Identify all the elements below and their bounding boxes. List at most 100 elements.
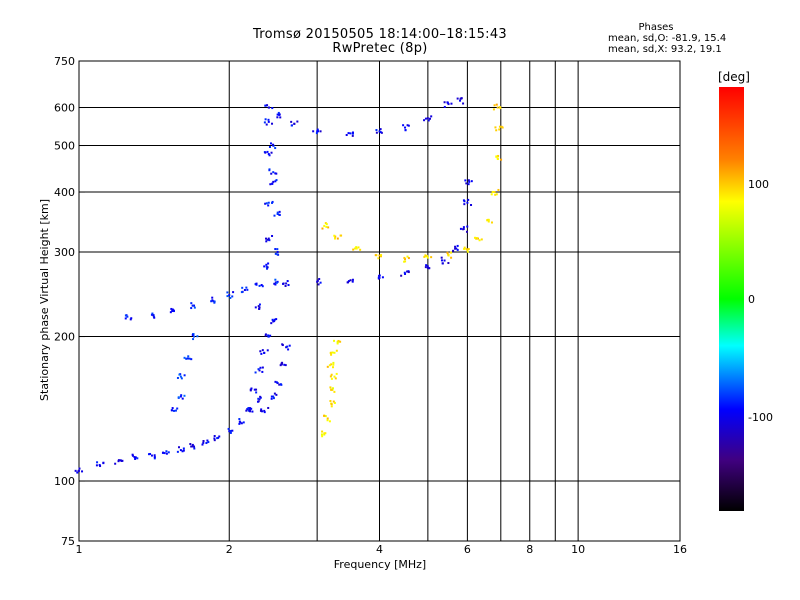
data-point	[259, 395, 262, 398]
data-point	[271, 107, 274, 110]
data-point	[271, 201, 274, 204]
colorbar-tick-0: 0	[748, 293, 755, 306]
data-point	[191, 334, 194, 337]
data-point	[268, 154, 271, 157]
data-point	[319, 281, 322, 284]
data-point	[270, 397, 273, 400]
data-point	[282, 282, 285, 285]
data-point	[231, 295, 234, 298]
data-point	[259, 350, 262, 353]
data-point	[129, 318, 132, 321]
data-point	[226, 291, 229, 294]
data-point	[490, 221, 493, 224]
data-point	[275, 281, 278, 284]
data-point	[76, 471, 79, 474]
data-point	[213, 434, 216, 437]
data-point	[246, 288, 249, 291]
data-point	[332, 400, 335, 403]
data-point	[380, 254, 383, 257]
data-point	[78, 467, 81, 470]
data-point	[180, 377, 183, 380]
data-point	[278, 210, 281, 213]
data-point	[274, 248, 277, 251]
data-point	[279, 383, 282, 386]
data-point	[267, 204, 270, 207]
data-point	[126, 315, 129, 318]
data-point	[259, 366, 262, 369]
data-point	[239, 421, 242, 424]
data-point	[261, 410, 264, 413]
data-point	[276, 211, 279, 214]
data-point	[474, 236, 477, 239]
data-point	[263, 411, 266, 414]
phases-header: Phases	[638, 22, 674, 33]
y-axis-ticks: 75 100 200 300 400 500 600 750	[54, 55, 85, 548]
data-point	[447, 254, 450, 257]
data-point	[492, 108, 495, 111]
data-point	[205, 442, 208, 445]
data-point	[285, 346, 288, 349]
data-point	[267, 406, 270, 409]
data-point	[375, 129, 378, 132]
data-point	[466, 225, 469, 228]
data-point	[258, 303, 261, 306]
data-point	[440, 259, 443, 262]
data-point	[265, 123, 268, 126]
data-point	[449, 251, 452, 254]
data-point	[186, 357, 189, 360]
data-point	[331, 388, 334, 391]
data-point	[334, 377, 337, 380]
data-point	[251, 410, 254, 413]
data-point	[190, 307, 193, 310]
data-point	[275, 393, 278, 396]
data-point	[496, 158, 499, 161]
data-point	[181, 450, 184, 453]
data-point	[404, 272, 407, 275]
data-point	[269, 183, 272, 186]
data-point	[226, 295, 229, 298]
data-point	[177, 396, 180, 399]
data-point	[335, 372, 338, 375]
data-point	[275, 179, 278, 182]
data-point	[259, 409, 262, 412]
data-point	[267, 262, 270, 265]
data-point	[264, 151, 267, 154]
data-point	[476, 237, 479, 240]
data-point	[499, 107, 502, 110]
data-point	[192, 338, 195, 341]
data-point	[263, 409, 266, 412]
data-point	[316, 279, 319, 282]
colorbar-tick-minus-100: -100	[748, 411, 773, 424]
data-point	[265, 202, 268, 205]
data-point	[228, 430, 231, 433]
data-point	[134, 457, 137, 460]
data-point	[261, 366, 264, 369]
data-point	[232, 291, 235, 294]
data-point	[423, 255, 426, 258]
data-point	[193, 306, 196, 309]
data-point	[266, 238, 269, 241]
data-point	[176, 376, 179, 379]
data-point	[323, 432, 326, 435]
data-point	[333, 351, 336, 354]
data-point	[278, 383, 281, 386]
data-point	[266, 266, 269, 269]
data-point	[496, 106, 499, 109]
data-point	[272, 397, 275, 400]
data-point	[336, 342, 339, 345]
data-point	[206, 439, 209, 442]
data-point	[231, 429, 234, 432]
data-point	[400, 274, 403, 277]
data-point	[273, 282, 276, 285]
data-point	[213, 439, 216, 442]
data-point	[441, 262, 444, 265]
data-point	[255, 388, 258, 391]
grid	[79, 61, 680, 541]
data-point	[258, 284, 261, 287]
data-point	[465, 182, 468, 185]
data-point	[335, 349, 338, 352]
data-point	[459, 227, 462, 230]
colorbar-tick-100: 100	[748, 178, 769, 191]
data-point	[355, 247, 358, 250]
data-point	[258, 307, 261, 310]
